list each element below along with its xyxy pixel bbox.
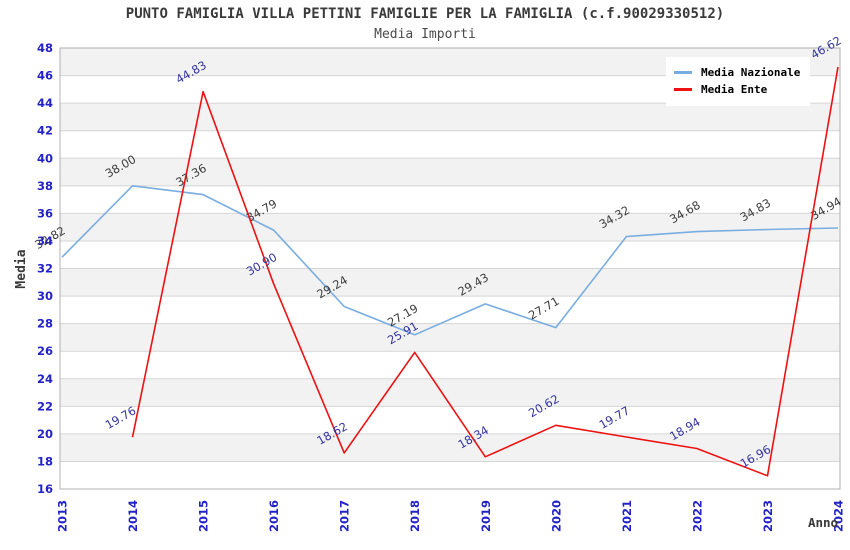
y-tick-label: 48 bbox=[37, 41, 53, 55]
plot-band bbox=[60, 433, 840, 462]
chart-title: PUNTO FAMIGLIA VILLA PETTINI FAMIGLIE PE… bbox=[125, 6, 725, 22]
legend-item-media-ente: Media Ente bbox=[674, 83, 800, 96]
y-tick-label: 22 bbox=[37, 399, 53, 413]
y-tick-label: 16 bbox=[37, 482, 53, 496]
y-tick-label: 46 bbox=[37, 69, 53, 83]
plot-band bbox=[60, 185, 840, 214]
y-tick-label: 28 bbox=[37, 317, 53, 331]
y-tick-label: 20 bbox=[37, 427, 53, 441]
x-tick-label: 2020 bbox=[549, 500, 563, 532]
plot-band bbox=[60, 268, 840, 297]
legend-item-media-nazionale: Media Nazionale bbox=[674, 66, 800, 79]
x-tick-label: 2018 bbox=[408, 500, 422, 532]
y-tick-label: 18 bbox=[37, 454, 53, 468]
legend-label: Media Ente bbox=[701, 83, 768, 96]
y-tick-label: 26 bbox=[37, 344, 53, 358]
plot-band bbox=[60, 378, 840, 407]
y-tick-label: 24 bbox=[37, 372, 53, 386]
x-tick-label: 2013 bbox=[56, 500, 70, 532]
y-tick-label: 36 bbox=[37, 206, 53, 220]
chart-subtitle: Media Importi bbox=[374, 27, 476, 42]
y-tick-label: 34 bbox=[37, 234, 53, 248]
y-tick-label: 30 bbox=[37, 289, 53, 303]
plot-band bbox=[60, 213, 840, 241]
plot-band bbox=[60, 158, 840, 186]
x-tick-label: 2014 bbox=[126, 500, 140, 532]
plot-band bbox=[60, 461, 840, 489]
x-tick-label: 2016 bbox=[267, 500, 281, 532]
legend-label: Media Nazionale bbox=[701, 66, 801, 79]
plot-band bbox=[60, 351, 840, 379]
x-tick-label: 2017 bbox=[338, 500, 352, 532]
x-axis-title: Anno bbox=[808, 515, 838, 530]
y-axis-title: Media bbox=[14, 249, 29, 288]
x-tick-label: 2021 bbox=[620, 500, 634, 532]
plot-band bbox=[60, 323, 840, 352]
y-tick-label: 32 bbox=[37, 262, 53, 276]
y-tick-label: 40 bbox=[37, 151, 53, 165]
legend: Media Nazionale Media Ente bbox=[666, 57, 811, 106]
media-ente-line bbox=[131, 66, 839, 477]
x-tick-label: 2022 bbox=[690, 500, 704, 532]
y-tick-label: 44 bbox=[37, 96, 53, 110]
x-tick-label: 2015 bbox=[197, 500, 211, 532]
media-ente-swatch-icon bbox=[674, 88, 692, 91]
plot-band bbox=[60, 103, 840, 131]
y-tick-label: 42 bbox=[37, 124, 53, 138]
media-nazionale-line bbox=[61, 185, 839, 336]
y-tick-label: 38 bbox=[37, 179, 53, 193]
x-tick-label: 2024 bbox=[832, 500, 846, 532]
x-tick-label: 2023 bbox=[761, 500, 775, 532]
plot-band bbox=[60, 130, 840, 159]
plot-border bbox=[59, 47, 841, 490]
x-tick-label: 2019 bbox=[479, 500, 493, 532]
plot-band bbox=[60, 406, 840, 434]
plot-band bbox=[60, 240, 840, 269]
media-nazionale-swatch-icon bbox=[674, 71, 692, 74]
